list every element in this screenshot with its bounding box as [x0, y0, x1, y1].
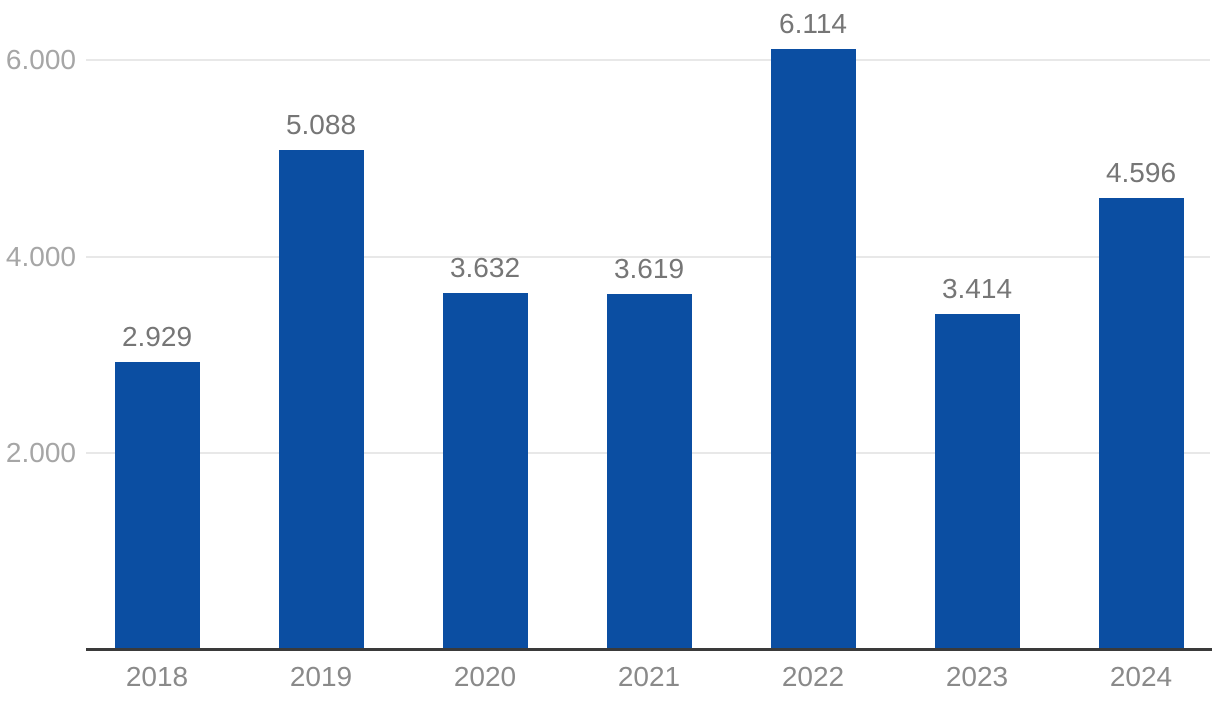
bar[interactable] — [442, 292, 528, 650]
bar-value-label: 3.632 — [449, 251, 521, 283]
bar-value-label: 4.596 — [1105, 157, 1177, 189]
gridline — [86, 59, 1210, 61]
bar[interactable] — [114, 361, 200, 650]
bar-value-label: 3.619 — [613, 253, 685, 285]
x-tick-label: 2024 — [1109, 661, 1173, 692]
bar-value-label: 5.088 — [285, 108, 357, 140]
x-tick-label: 2019 — [289, 661, 353, 692]
x-axis-line — [86, 648, 1212, 651]
bar[interactable] — [934, 314, 1020, 650]
bar[interactable] — [606, 294, 692, 650]
bar-value-label: 2.929 — [121, 320, 193, 352]
gridline — [86, 255, 1210, 258]
x-tick-label: 2018 — [125, 661, 189, 692]
x-tick-label: 2022 — [781, 661, 845, 692]
y-tick-label: 2.000 — [5, 437, 76, 469]
y-tick-label: 4.000 — [5, 240, 76, 272]
bar-value-label: 6.114 — [779, 7, 847, 39]
bar[interactable] — [1098, 198, 1184, 650]
bar[interactable] — [770, 48, 856, 650]
bar-value-label: 3.414 — [941, 273, 1013, 305]
bar[interactable] — [278, 149, 364, 650]
y-tick-label: 6.000 — [5, 44, 76, 75]
x-tick-label: 2023 — [945, 661, 1009, 692]
x-tick-label: 2021 — [617, 661, 681, 692]
x-tick-label: 2020 — [453, 661, 517, 692]
